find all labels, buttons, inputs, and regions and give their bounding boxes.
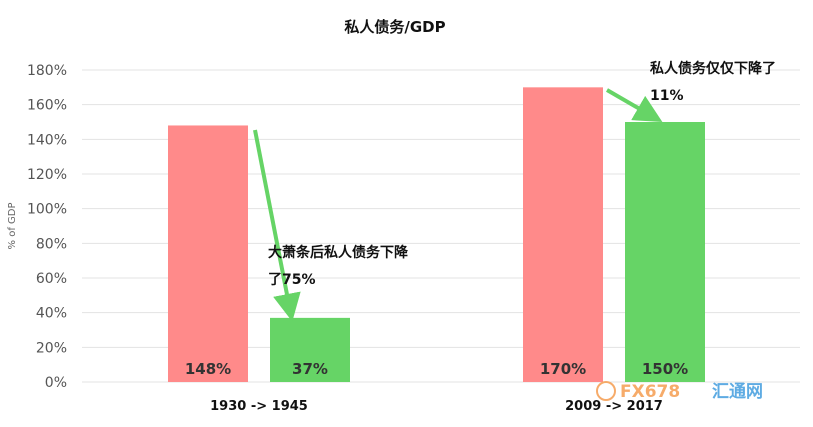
- y-tick-label: 100%: [27, 202, 67, 218]
- y-tick-label: 40%: [36, 306, 67, 322]
- data-label: 170%: [540, 360, 586, 378]
- annotation-text: 11%: [650, 88, 684, 104]
- y-tick-label: 120%: [27, 167, 67, 183]
- watermark: FX678 汇通网: [596, 381, 763, 402]
- chart-title: 私人债务/GDP: [343, 18, 445, 36]
- watermark-text-a: FX678: [620, 382, 680, 402]
- y-tick-label: 180%: [27, 63, 67, 79]
- data-label: 37%: [292, 360, 328, 378]
- y-tick-label: 20%: [36, 340, 67, 356]
- bars: [168, 87, 705, 382]
- annotation-arrow: [253, 129, 301, 322]
- x-axis-categories: 1930 -> 1945 2009 -> 2017: [210, 399, 663, 414]
- watermark-text-b: 汇通网: [712, 382, 763, 402]
- y-tick-label: 160%: [27, 98, 67, 114]
- annotation-text: 了75%: [268, 272, 316, 288]
- y-axis-ticks: 0% 20% 40% 60% 80% 100% 120% 140% 160% 180%: [27, 63, 67, 391]
- data-labels: 148% 37% 170% 150%: [185, 360, 688, 378]
- annotation-arrow: [605, 88, 663, 123]
- y-tick-label: 80%: [36, 236, 67, 252]
- annotation-text: 大萧条后私人债务下降: [268, 244, 409, 261]
- bar-after: [625, 122, 705, 382]
- y-tick-label: 60%: [36, 271, 67, 287]
- annotation-text: 私人债务仅仅下降了: [650, 60, 776, 77]
- x-category-label: 2009 -> 2017: [565, 399, 663, 414]
- data-label: 148%: [185, 360, 231, 378]
- y-axis-label: % of GDP: [7, 203, 18, 250]
- x-category-label: 1930 -> 1945: [210, 399, 308, 414]
- bar-after: [270, 317, 350, 382]
- watermark-logo-icon: [596, 381, 616, 401]
- bar-before: [168, 125, 248, 382]
- y-tick-label: 140%: [27, 132, 67, 148]
- data-label: 150%: [642, 360, 688, 378]
- bar-before: [523, 87, 603, 382]
- y-tick-label: 0%: [45, 375, 67, 391]
